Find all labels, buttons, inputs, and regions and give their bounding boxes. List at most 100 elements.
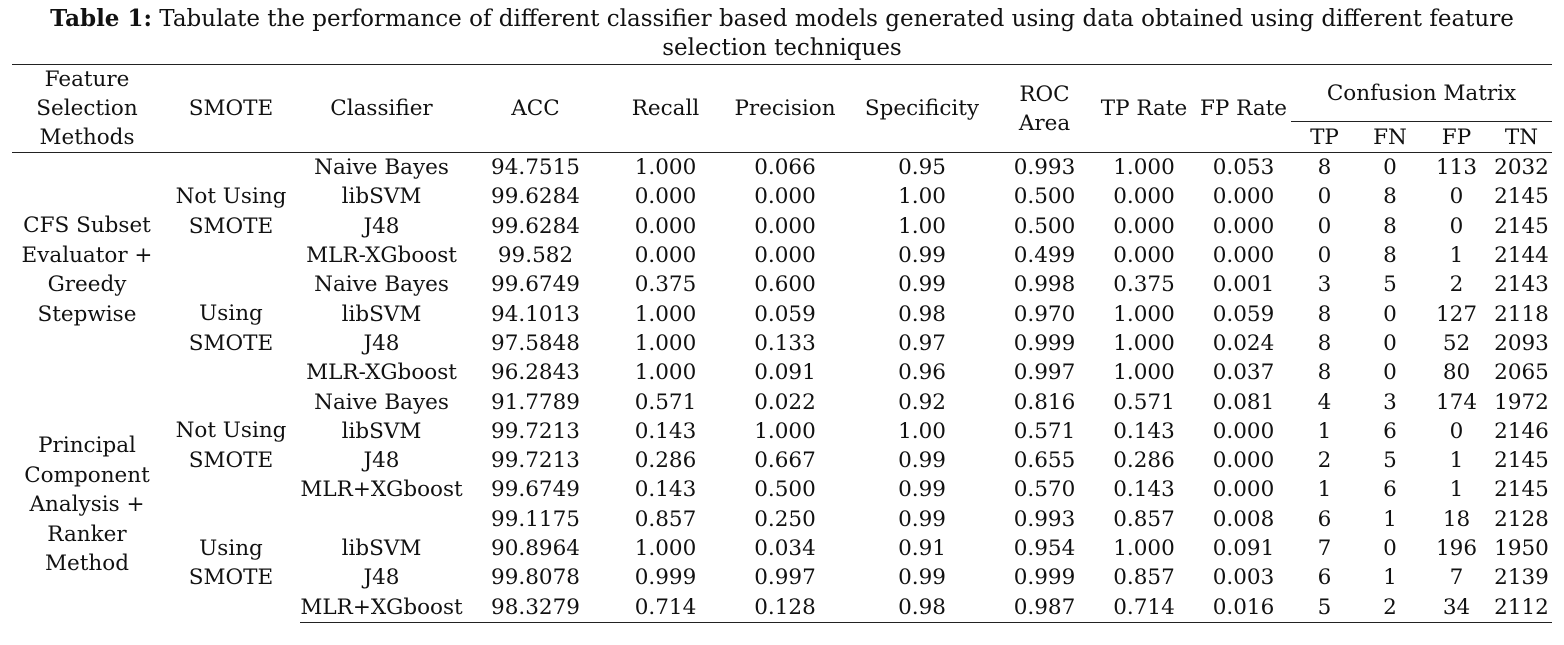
roc-area-cell: 0.998 xyxy=(1013,272,1076,298)
smote-setting: Not Using SMOTE xyxy=(162,152,300,271)
specificity-cell: 0.99 xyxy=(898,506,946,532)
cm-tn-cell: 2128 xyxy=(1494,506,1549,532)
cm-fn-cell: 0 xyxy=(1383,536,1397,561)
acc-cell: 99.7213 xyxy=(491,448,580,474)
recall-cell: 0.571 xyxy=(634,389,697,415)
cm-tp-cell: 6 xyxy=(1317,565,1332,591)
table-row: libSVM 99.6284 0.000 0.000 1.00 0.500 0.000 0.0… xyxy=(12,182,1552,211)
recall-cell: 1.000 xyxy=(634,360,697,386)
table-row: libSVM 94.1013 1.000 0.059 0.98 0.970 1.000 0.0… xyxy=(12,299,1552,328)
classifier-cell: J48 xyxy=(363,565,400,591)
recall-cell: 0.857 xyxy=(634,506,697,532)
recall-cell: 0.999 xyxy=(634,565,697,591)
cm-fp-cell: 80 xyxy=(1442,360,1471,386)
roc-area-cell: 0.970 xyxy=(1013,301,1076,327)
tp-rate-cell: 0.714 xyxy=(1092,592,1196,623)
recall-cell: 0.000 xyxy=(634,184,697,210)
specificity-cell: 0.99 xyxy=(898,565,946,591)
cm-fp-cell: 1 xyxy=(1449,243,1464,269)
classifier-cell xyxy=(300,505,463,534)
cm-fp-cell: 174 xyxy=(1435,389,1478,415)
header-tp-rate: TP Rate xyxy=(1092,64,1196,153)
precision-cell: 0.066 xyxy=(723,152,847,183)
cm-fp-cell: 0 xyxy=(1449,418,1464,444)
cm-tn-cell: 2065 xyxy=(1494,360,1549,386)
tp-rate-cell: 1.000 xyxy=(1113,301,1175,327)
smote-setting: Not Using SMOTE xyxy=(175,418,287,473)
tp-rate-cell: 1.000 xyxy=(1113,360,1175,386)
classifier-cell: Naive Bayes xyxy=(314,272,449,298)
specificity-cell: 0.99 xyxy=(898,448,946,474)
cm-fp-cell: 196 xyxy=(1435,536,1478,561)
recall-cell: 0.714 xyxy=(608,592,723,623)
fp-rate-cell: 0.091 xyxy=(1212,536,1275,561)
fp-rate-cell: 0.001 xyxy=(1212,272,1275,298)
roc-area-cell: 0.987 xyxy=(997,592,1092,623)
table-row: CFS Subset Evaluator + Greedy Stepwise No… xyxy=(12,152,1552,388)
header-row: Feature Selection Methods SMOTE Classifi… xyxy=(12,64,1552,153)
acc-cell: 99.8078 xyxy=(491,565,580,591)
cm-fp-cell: 1 xyxy=(1449,477,1464,503)
tp-rate-cell: 0.000 xyxy=(1113,213,1175,239)
precision-cell: 0.059 xyxy=(754,301,816,327)
results-table: Feature Selection Methods SMOTE Classifi… xyxy=(12,64,1552,623)
precision-cell: 0.500 xyxy=(754,477,816,503)
tp-rate-cell: 0.857 xyxy=(1113,565,1175,591)
tp-rate-cell: 0.143 xyxy=(1113,477,1175,503)
table-row: J48 99.7213 0.286 0.667 0.99 0.655 0.286 0.000 2… xyxy=(12,446,1552,475)
acc-cell: 96.2843 xyxy=(491,360,580,386)
specificity-cell: 0.91 xyxy=(898,536,946,561)
cm-tp-cell: 3 xyxy=(1317,272,1332,298)
precision-cell: 0.600 xyxy=(754,272,816,298)
tp-rate-cell: 0.857 xyxy=(1113,506,1175,532)
header-roc-area: ROC Area xyxy=(997,64,1092,153)
cm-fn-cell: 0 xyxy=(1383,301,1397,327)
roc-area-cell: 0.571 xyxy=(1013,418,1076,444)
tp-rate-cell: 0.286 xyxy=(1113,448,1175,474)
cm-tn-cell: 1972 xyxy=(1494,389,1549,415)
cm-fn-cell: 1 xyxy=(1383,506,1397,532)
cm-fn-cell: 2 xyxy=(1358,592,1422,623)
classifier-cell: MLR-XGboost xyxy=(306,360,457,386)
roc-area-cell: 0.570 xyxy=(1013,477,1076,503)
roc-area-cell: 0.499 xyxy=(1013,243,1076,269)
table-row: Using SMOTE 99.1175 0.857 0.250 0.99 0.993 0.8… xyxy=(12,505,1552,591)
cm-tp-cell: 8 xyxy=(1317,330,1332,356)
cm-fn-cell: 8 xyxy=(1383,184,1397,210)
specificity-cell: 1.00 xyxy=(898,213,946,239)
feature-selection-method: CFS Subset Evaluator + Greedy Stepwise xyxy=(12,152,162,388)
acc-cell: 99.6284 xyxy=(491,184,580,210)
cm-fn-cell: 0 xyxy=(1383,330,1397,356)
classifier-cell: libSVM xyxy=(341,536,422,561)
cm-tp-cell: 0 xyxy=(1317,243,1332,269)
table-row: MLR+XGboost 99.6749 0.143 0.500 0.99 0.570 0.1… xyxy=(12,475,1552,504)
table-row: J48 97.5848 1.000 0.133 0.97 0.999 1.000 0.024 8… xyxy=(12,329,1552,358)
header-smote: SMOTE xyxy=(162,64,300,153)
cm-tp-cell: 4 xyxy=(1317,389,1332,415)
header-classifier: Classifier xyxy=(300,64,463,153)
specificity-cell: 0.98 xyxy=(898,301,946,327)
acc-cell: 94.1013 xyxy=(491,301,580,327)
precision-cell: 0.034 xyxy=(754,536,816,561)
roc-area-cell: 0.993 xyxy=(997,152,1092,183)
cm-tn-cell: 2143 xyxy=(1494,272,1549,298)
cm-fn-cell: 5 xyxy=(1383,448,1397,474)
acc-cell: 97.5848 xyxy=(491,330,580,356)
header-tp: TP xyxy=(1310,124,1339,150)
acc-cell: 99.1175 xyxy=(491,506,580,532)
cm-fn-cell: 8 xyxy=(1383,243,1397,269)
cm-fp-cell: 0 xyxy=(1449,213,1464,239)
recall-cell: 1.000 xyxy=(634,330,697,356)
cm-tn-cell: 2145 xyxy=(1494,213,1549,239)
roc-area-cell: 0.816 xyxy=(1013,389,1076,415)
header-precision: Precision xyxy=(723,64,847,153)
cm-tn-cell: 2032 xyxy=(1491,152,1552,183)
classifier-cell: J48 xyxy=(363,213,400,239)
classifier-cell: MLR+XGboost xyxy=(300,592,463,623)
acc-cell: 99.6749 xyxy=(491,477,580,503)
table-row: J48 99.8078 0.999 0.997 0.99 0.999 0.857 0.003 6… xyxy=(12,563,1552,592)
cm-tn-cell: 2118 xyxy=(1494,301,1549,327)
cm-fn-cell: 5 xyxy=(1383,272,1397,298)
specificity-cell: 0.99 xyxy=(898,272,946,298)
classifier-cell: J48 xyxy=(363,448,400,474)
